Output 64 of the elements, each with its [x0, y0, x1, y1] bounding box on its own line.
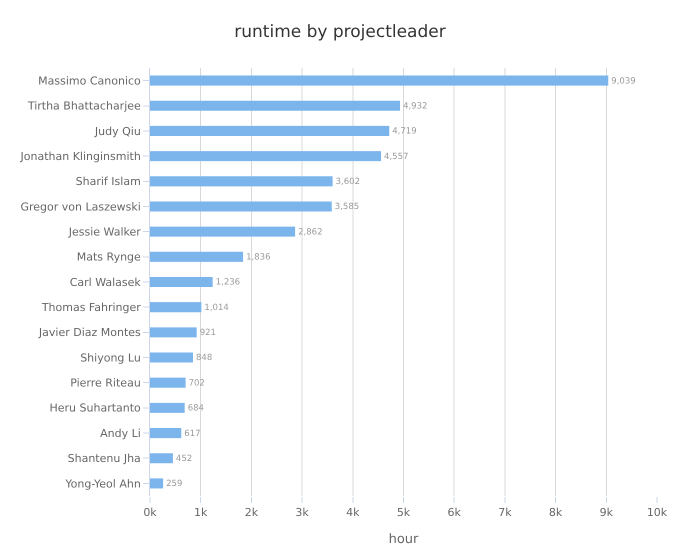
bar	[150, 201, 332, 212]
data-label: 848	[196, 353, 212, 364]
data-label: 3,585	[334, 202, 360, 212]
x-tick-label: 5k	[396, 506, 411, 520]
data-label: 452	[176, 454, 192, 464]
y-tick-label: Shiyong Lu	[80, 351, 141, 364]
data-label: 1,014	[204, 302, 229, 313]
bar	[150, 378, 186, 388]
y-tick-label: Heru Suhartanto	[50, 402, 142, 415]
x-tick-label: 8k	[548, 506, 563, 520]
x-tick-label: 6k	[448, 506, 462, 520]
y-tick-label: Carl Walasek	[70, 276, 142, 289]
data-label: 4,557	[384, 152, 408, 162]
x-tick-label: 0k	[143, 506, 158, 520]
bar	[150, 100, 400, 111]
y-tick-label: Mats Rynge	[76, 250, 142, 264]
x-tick-label: 2k	[244, 506, 259, 520]
y-tick-label: Jessie Walker	[68, 226, 142, 238]
y-tick-label: Javier Diaz Montes	[38, 326, 142, 340]
data-label: 684	[188, 404, 204, 414]
chart-title: runtime by projectleader	[234, 22, 446, 42]
x-tick-label: 1k	[194, 506, 208, 520]
data-label: 4,719	[392, 126, 417, 137]
data-label: 1,236	[216, 278, 240, 288]
data-label: 3,602	[336, 177, 360, 188]
x-axis-title: hour	[388, 532, 420, 547]
x-tick-label: 7k	[498, 506, 512, 520]
bar	[150, 276, 213, 288]
x-tick-label: 9k	[600, 506, 614, 520]
data-label: 4,932	[403, 101, 428, 112]
y-tick-label: Shantenu Jha	[68, 452, 141, 466]
bar	[150, 327, 197, 338]
y-tick-label: Pierre Riteau	[70, 376, 141, 390]
data-label: 702	[188, 378, 205, 388]
data-label: 921	[200, 328, 216, 338]
bar	[150, 252, 244, 262]
bar	[150, 226, 296, 237]
bar	[150, 402, 185, 413]
data-label: 1,836	[246, 252, 270, 263]
y-tick-label: Thomas Fahringer	[40, 301, 142, 314]
data-label: 617	[184, 428, 201, 439]
x-tick-label: 4k	[346, 506, 360, 520]
bar	[150, 352, 193, 363]
bar	[150, 453, 173, 464]
y-tick-label: Yong-Yeol Ahn	[64, 477, 141, 490]
bar	[150, 176, 333, 186]
y-tick-label: Sharif Islam	[76, 175, 141, 188]
data-label: 2,862	[298, 227, 322, 238]
bar	[150, 478, 164, 488]
bar	[150, 151, 382, 162]
bar	[150, 302, 202, 312]
data-label: 9,039	[611, 76, 636, 86]
y-tick-label: Massimo Canonico	[38, 74, 142, 88]
data-label: 259	[166, 479, 182, 490]
y-tick-label: Judy Qiu	[94, 124, 141, 138]
y-tick-label: Tirtha Bhattacharjee	[26, 100, 142, 113]
y-tick-label: Andy Li	[100, 426, 141, 440]
bar	[150, 126, 390, 136]
bar	[150, 76, 608, 86]
y-tick-label: Gregor von Laszewski	[20, 200, 141, 214]
y-tick-label: Jonathan Klinginsmith	[20, 150, 141, 163]
x-tick-label: 3k	[295, 506, 310, 520]
x-tick-label: 10k	[646, 506, 668, 520]
bar	[150, 428, 182, 438]
